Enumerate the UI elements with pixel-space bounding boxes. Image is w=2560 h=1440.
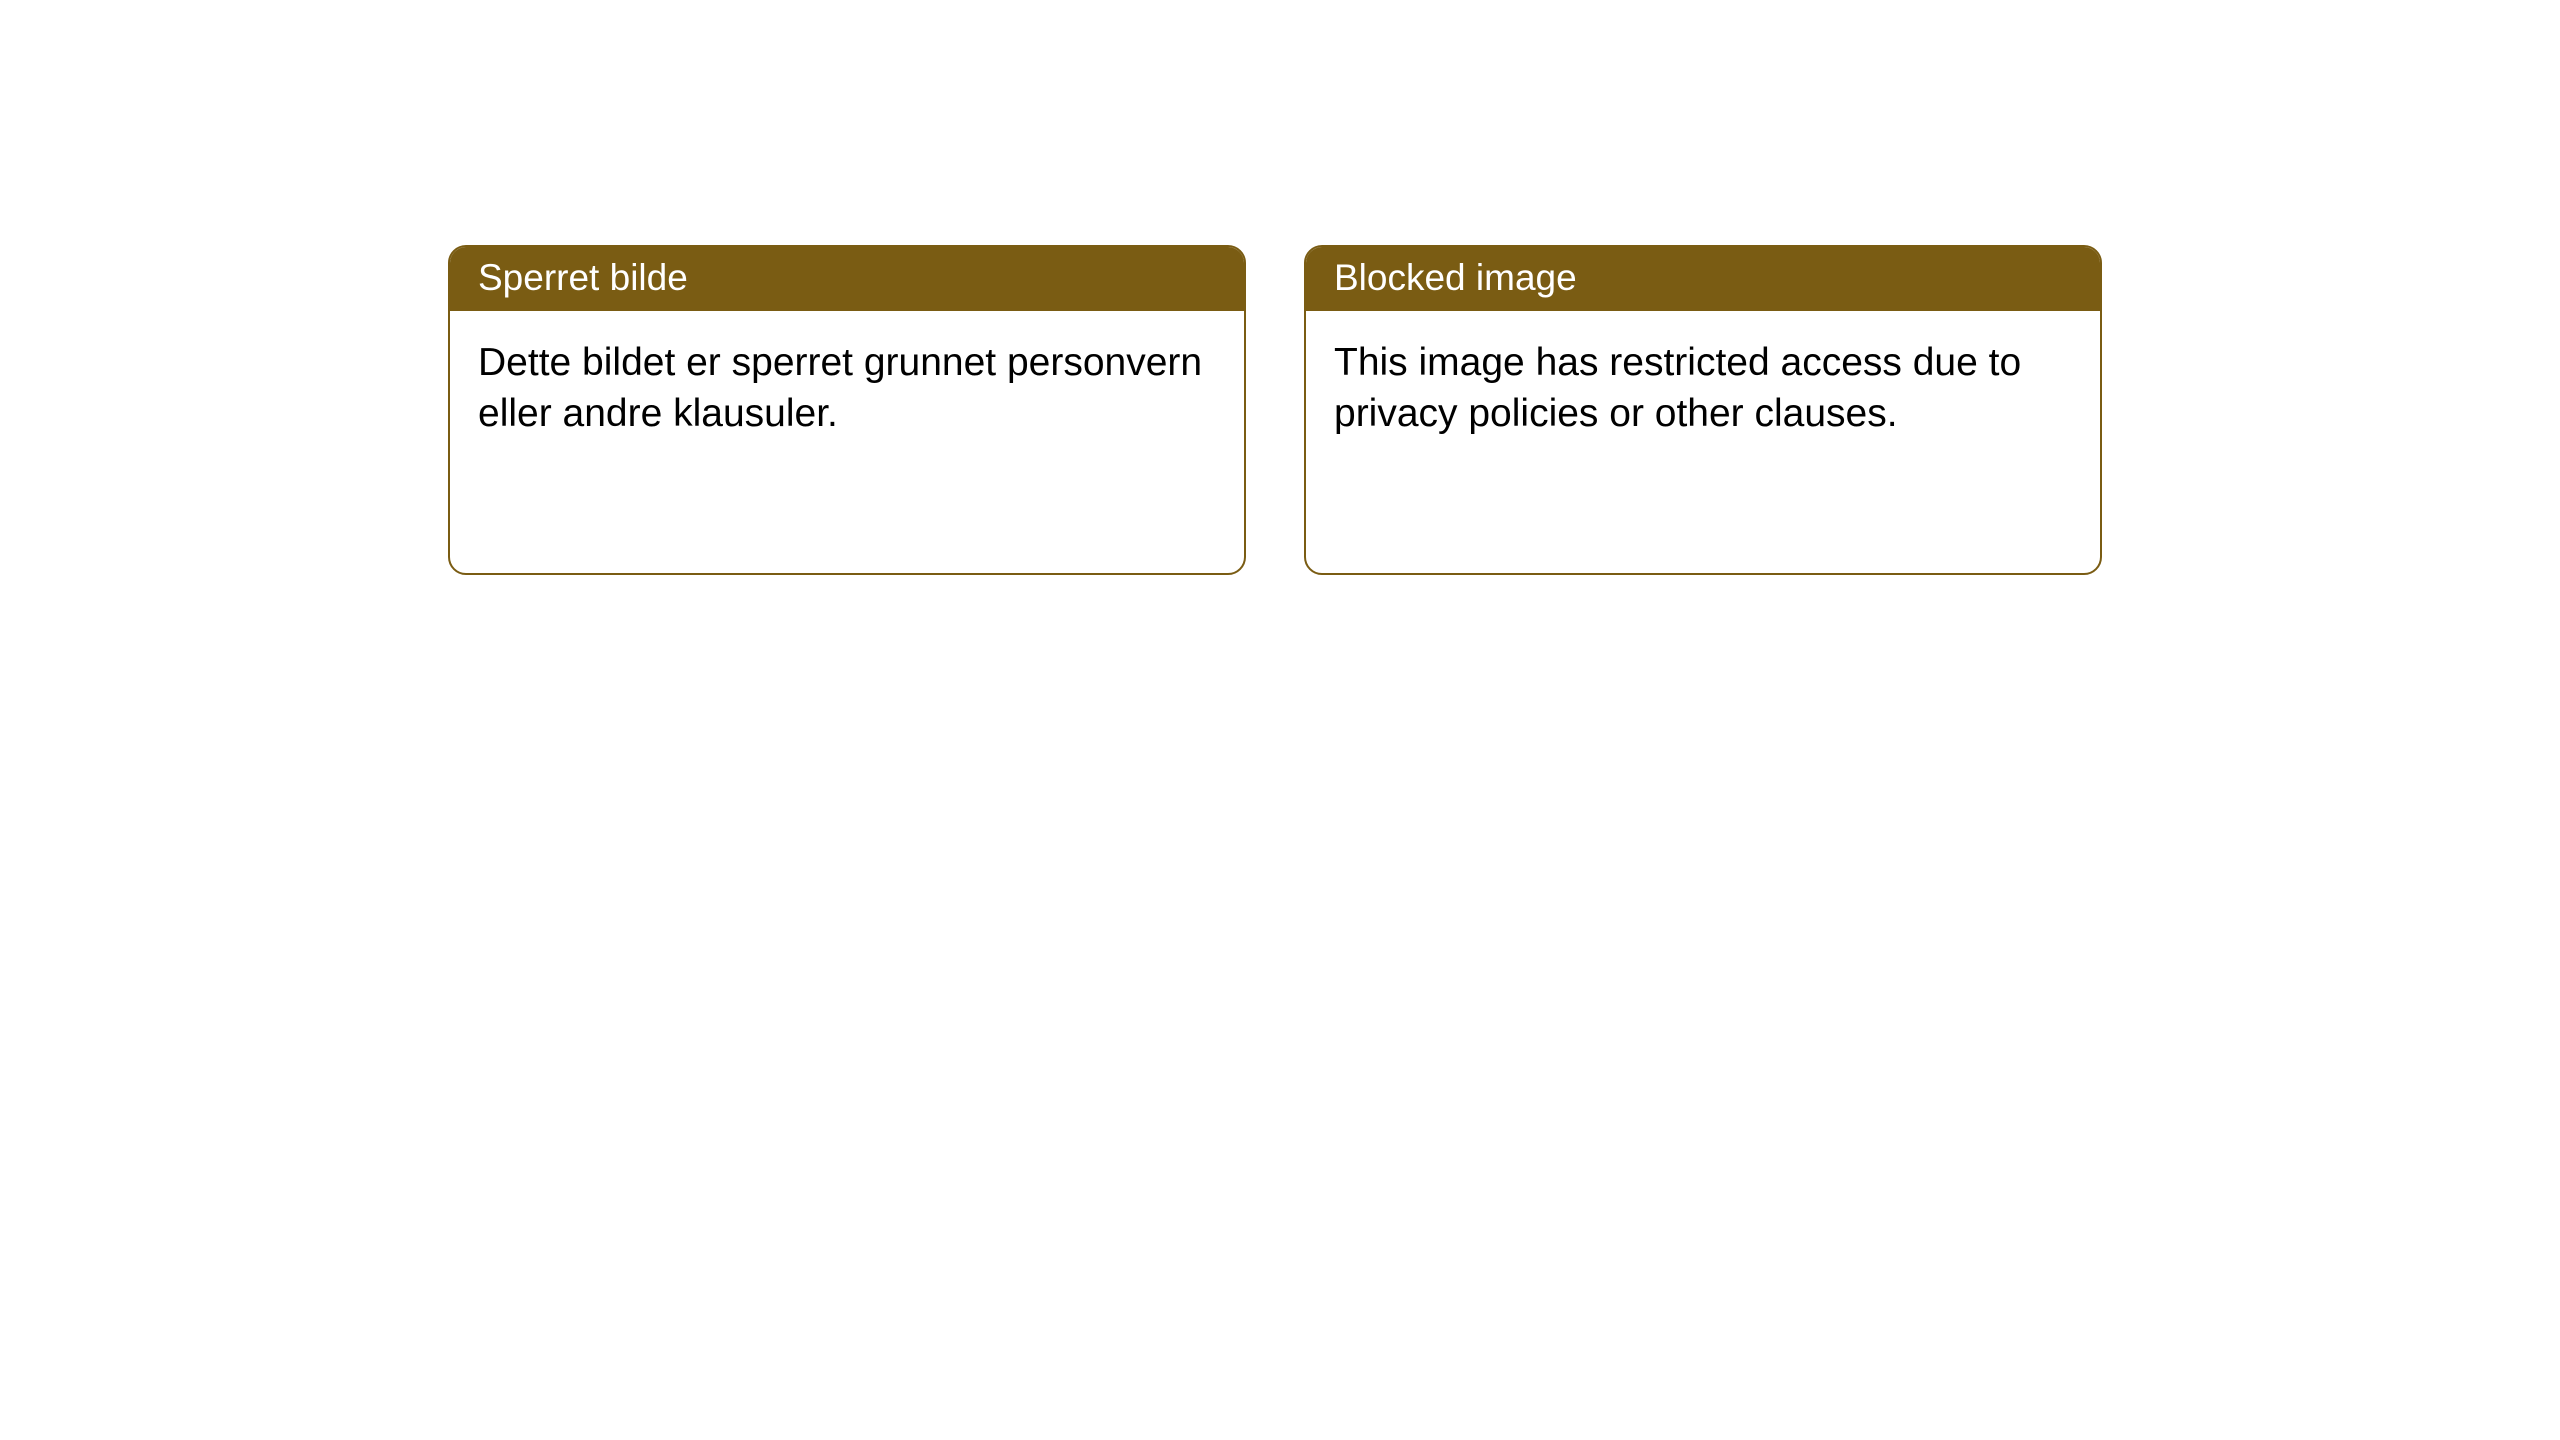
card-body-text: This image has restricted access due to … [1334, 341, 2021, 435]
card-body: This image has restricted access due to … [1306, 311, 2100, 466]
card-title: Sperret bilde [478, 257, 688, 298]
card-title: Blocked image [1334, 257, 1577, 298]
card-header: Blocked image [1306, 247, 2100, 311]
card-header: Sperret bilde [450, 247, 1244, 311]
card-body: Dette bildet er sperret grunnet personve… [450, 311, 1244, 466]
blocked-image-card-no: Sperret bilde Dette bildet er sperret gr… [448, 245, 1246, 575]
blocked-image-card-en: Blocked image This image has restricted … [1304, 245, 2102, 575]
card-body-text: Dette bildet er sperret grunnet personve… [478, 341, 1202, 435]
notice-container: Sperret bilde Dette bildet er sperret gr… [448, 245, 2102, 575]
